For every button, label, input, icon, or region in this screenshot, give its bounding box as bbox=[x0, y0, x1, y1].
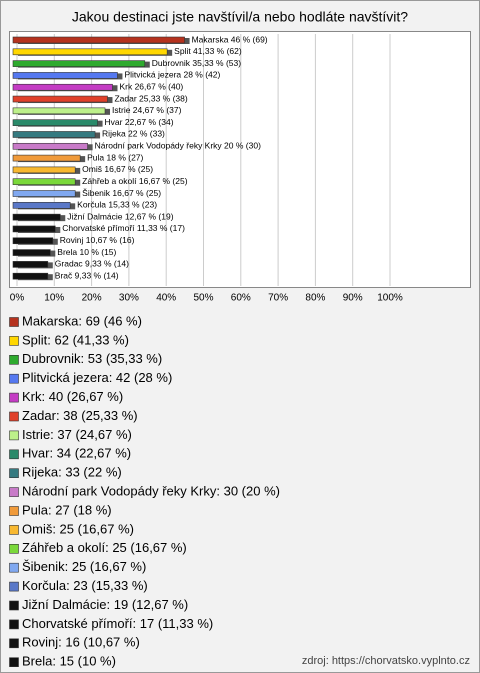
value-label: Gradac 9,33 % (14) bbox=[55, 259, 129, 269]
value-label: Chorvatské přímoří 11,33 % (17) bbox=[62, 223, 185, 233]
legend-swatch bbox=[9, 600, 19, 611]
legend-swatch bbox=[9, 506, 19, 516]
x-tick-label: 0% bbox=[10, 293, 25, 304]
source: zdroj: https://chorvatsko.vyplnto.cz bbox=[302, 655, 470, 667]
legend-swatch bbox=[9, 449, 19, 460]
value-label: Zadar 25,33 % (38) bbox=[114, 93, 187, 103]
legend-label: Rijeka: 33 (22 %) bbox=[22, 465, 122, 480]
legend-label: Chorvatské přímoří: 17 (11,33 %) bbox=[22, 616, 213, 631]
value-label: Záhřeb a okolí 16,67 % (25) bbox=[82, 176, 188, 186]
value-label: Rijeka 22 % (33) bbox=[102, 129, 165, 139]
x-tick-label: 80% bbox=[305, 293, 325, 304]
legend-label: Pula: 27 (18 %) bbox=[22, 502, 112, 517]
legend-label: Istrie: 37 (24,67 %) bbox=[22, 427, 132, 442]
legend-label: Krk: 40 (26,67 %) bbox=[22, 389, 123, 404]
value-label: Dubrovnik 35,33 % (53) bbox=[152, 58, 241, 68]
bar bbox=[12, 83, 113, 91]
value-label: Hvar 22,67 % (34) bbox=[105, 117, 174, 127]
legend-swatch bbox=[9, 392, 19, 403]
legend-label: Jižní Dalmácie: 19 (12,67 %) bbox=[22, 597, 188, 612]
bar bbox=[12, 249, 51, 256]
legend-label: Záhřeb a okolí: 25 (16,67 %) bbox=[22, 540, 187, 555]
value-label: Národní park Vodopády řeky Krky 20 % (30… bbox=[95, 141, 261, 151]
legend-swatch bbox=[9, 638, 19, 649]
legend-label: Makarska: 69 (46 %) bbox=[22, 313, 142, 328]
x-tick-label: 10% bbox=[44, 293, 64, 304]
bar bbox=[12, 131, 96, 138]
bar bbox=[12, 36, 185, 44]
x-tick-label: 40% bbox=[156, 293, 176, 304]
legend-label: Korčula: 23 (15,33 %) bbox=[22, 578, 148, 593]
bar bbox=[12, 60, 146, 67]
legend-label: Omiš: 25 (16,67 %) bbox=[22, 521, 134, 536]
value-label: Korčula 15,33 % (23) bbox=[77, 200, 157, 210]
value-label: Pula 18 % (27) bbox=[87, 152, 143, 162]
bar bbox=[12, 272, 49, 280]
value-label: Brela 10 % (15) bbox=[57, 247, 116, 257]
value-label: Rovinj 10,67 % (16) bbox=[60, 235, 135, 245]
legend-swatch bbox=[9, 657, 19, 668]
bar bbox=[12, 213, 61, 221]
bar bbox=[12, 225, 56, 233]
legend-swatch bbox=[9, 543, 19, 554]
legend-label: Plitvická jezera: 42 (28 %) bbox=[22, 370, 172, 385]
legend-label: Zadar: 38 (25,33 %) bbox=[22, 408, 138, 423]
x-tick-label: 90% bbox=[343, 293, 363, 304]
legend-label: Hvar: 34 (22,67 %) bbox=[22, 446, 131, 461]
legend-swatch bbox=[9, 354, 19, 365]
value-label: Krk 26,67 % (40) bbox=[119, 81, 183, 91]
bar bbox=[12, 95, 108, 103]
value-label: Brač 9,33 % (14) bbox=[55, 270, 119, 280]
x-tick-label: 100% bbox=[377, 293, 403, 304]
legend-swatch bbox=[9, 619, 19, 630]
legend-label: Rovinj: 16 (10,67 %) bbox=[22, 635, 140, 650]
x-tick-label: 60% bbox=[231, 293, 251, 304]
legend-swatch bbox=[9, 317, 19, 327]
legend-swatch bbox=[9, 373, 19, 384]
legend-label: Národní park Vodopády řeky Krky: 30 (20 … bbox=[22, 484, 280, 499]
legend-swatch bbox=[9, 487, 19, 497]
x-tick-label: 50% bbox=[193, 293, 213, 304]
legend-swatch bbox=[9, 468, 19, 479]
legend-label: Brela: 15 (10 %) bbox=[22, 654, 116, 669]
legend-label: Dubrovnik: 53 (35,33 %) bbox=[22, 351, 162, 366]
value-label: Jižní Dalmácie 12,67 % (19) bbox=[67, 211, 173, 221]
legend-swatch bbox=[9, 336, 19, 346]
value-label: Istrie 24,67 % (37) bbox=[112, 105, 182, 115]
legend-swatch bbox=[9, 411, 19, 422]
x-tick-label: 70% bbox=[268, 293, 288, 304]
bar bbox=[12, 142, 88, 150]
bar bbox=[12, 190, 76, 197]
legend-swatch bbox=[9, 581, 19, 592]
value-label: Split 41,33 % (62) bbox=[174, 46, 242, 56]
bar bbox=[12, 261, 49, 268]
x-tick-label: 20% bbox=[82, 293, 102, 304]
value-label: Plitvická jezera 28 % (42) bbox=[124, 70, 220, 80]
legend-swatch bbox=[9, 525, 19, 535]
legend-swatch bbox=[9, 562, 19, 573]
bar bbox=[12, 237, 54, 245]
bar bbox=[12, 72, 118, 79]
x-tick-label: 30% bbox=[119, 293, 139, 304]
value-label: Makarska 46 % (69) bbox=[192, 34, 268, 44]
legend-label: Split: 62 (41,33 %) bbox=[22, 332, 129, 347]
bar bbox=[12, 107, 106, 115]
bar bbox=[12, 178, 76, 186]
bar bbox=[12, 48, 168, 56]
value-label: Omiš 16,67 % (25) bbox=[82, 164, 153, 174]
bar bbox=[12, 119, 98, 126]
legend-label: Šibenik: 25 (16,67 %) bbox=[22, 559, 146, 574]
bar bbox=[12, 154, 81, 162]
bar bbox=[12, 166, 76, 174]
chart-title: Jakou destinaci jste navštívil/a nebo ho… bbox=[72, 9, 408, 25]
bar bbox=[12, 202, 71, 209]
legend-swatch bbox=[9, 430, 19, 441]
value-label: Šibenik 16,67 % (25) bbox=[82, 188, 161, 198]
